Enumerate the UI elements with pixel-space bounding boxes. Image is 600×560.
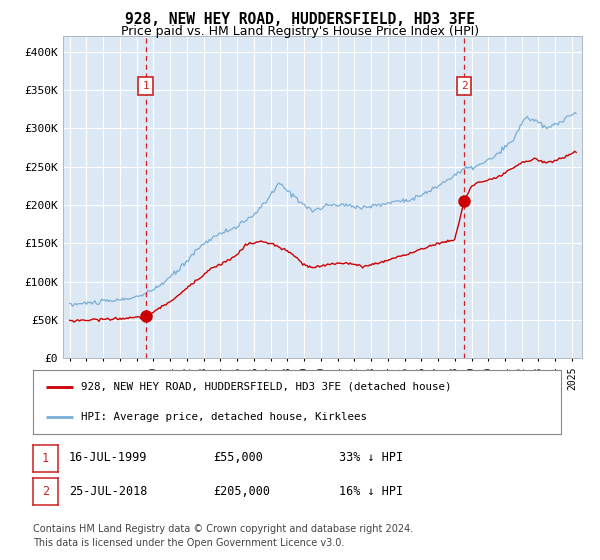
Text: £205,000: £205,000: [213, 485, 270, 498]
Text: £55,000: £55,000: [213, 451, 263, 464]
Text: 928, NEW HEY ROAD, HUDDERSFIELD, HD3 3FE: 928, NEW HEY ROAD, HUDDERSFIELD, HD3 3FE: [125, 12, 475, 27]
Text: 1: 1: [42, 451, 49, 465]
Text: 2: 2: [42, 485, 49, 498]
Text: HPI: Average price, detached house, Kirklees: HPI: Average price, detached house, Kirk…: [80, 412, 367, 422]
Text: 25-JUL-2018: 25-JUL-2018: [69, 485, 148, 498]
Text: Contains HM Land Registry data © Crown copyright and database right 2024.
This d: Contains HM Land Registry data © Crown c…: [33, 524, 413, 548]
Text: 928, NEW HEY ROAD, HUDDERSFIELD, HD3 3FE (detached house): 928, NEW HEY ROAD, HUDDERSFIELD, HD3 3FE…: [80, 382, 451, 392]
Text: 33% ↓ HPI: 33% ↓ HPI: [339, 451, 403, 464]
Text: 16% ↓ HPI: 16% ↓ HPI: [339, 485, 403, 498]
Text: 2: 2: [461, 81, 467, 91]
Text: 16-JUL-1999: 16-JUL-1999: [69, 451, 148, 464]
Text: Price paid vs. HM Land Registry's House Price Index (HPI): Price paid vs. HM Land Registry's House …: [121, 25, 479, 38]
Text: 1: 1: [142, 81, 149, 91]
